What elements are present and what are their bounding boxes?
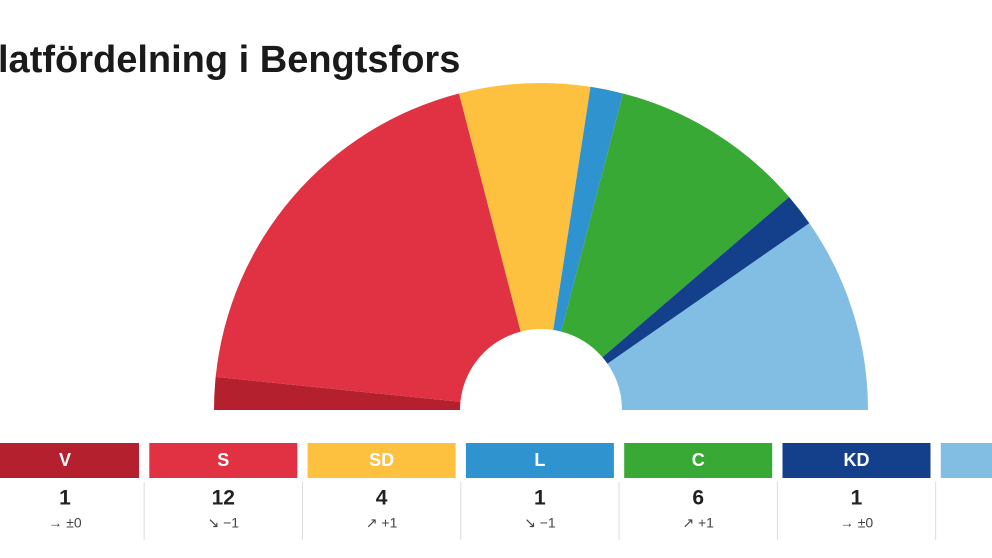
party-name: V [59,450,71,470]
seat-count: 4 [376,487,388,510]
party-header [307,443,456,478]
party-header [465,443,614,478]
party-name: C [692,450,705,470]
party-header [782,443,931,478]
seat-change: → ±0 [840,515,874,531]
party-header [0,443,139,478]
seat-change: → ±0 [48,515,82,531]
seat-count: 1 [59,487,71,510]
party-header [149,443,298,478]
chart-title: latfördelning i Bengtsfors [0,39,460,81]
party-name: SD [369,450,394,470]
seat-wedge [561,93,790,358]
seat-wedge [215,93,521,402]
seat-wedge [553,86,623,332]
party-header [940,443,992,478]
seat-count: 1 [851,487,863,510]
seat-change: ↗ +1 [682,515,714,531]
party-header [624,443,773,478]
seat-wedge [459,83,591,332]
seat-change: ↘ −1 [208,515,240,531]
seat-wedge [214,376,461,410]
party-name: KD [844,450,870,470]
seat-count: 6 [692,487,704,510]
seat-change: ↗ +1 [366,515,398,531]
seat-change: ↘ −1 [524,515,556,531]
seat-count: 1 [534,487,546,510]
seat-count: 12 [212,487,235,510]
party-name: L [534,450,545,470]
party-name: S [217,450,229,470]
seat-wedge [602,197,810,364]
seat-wedge [607,223,868,410]
